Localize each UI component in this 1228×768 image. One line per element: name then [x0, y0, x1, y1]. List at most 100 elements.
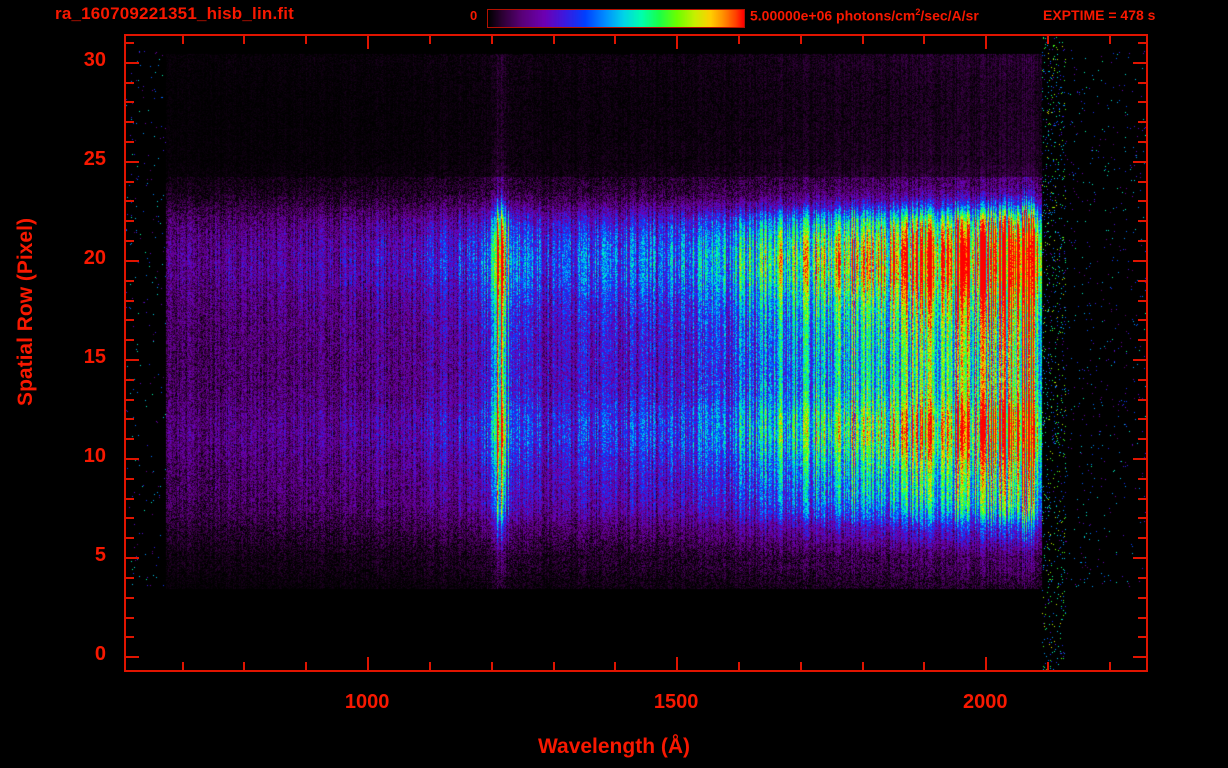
y-minor-tick-right: [1138, 300, 1146, 302]
x-major-tick: [985, 657, 987, 670]
x-major-tick: [367, 657, 369, 670]
y-major-tick-right: [1133, 656, 1146, 658]
y-minor-tick: [126, 240, 134, 242]
colorbar-max-label: 5.00000e+06 photons/cm2/sec/A/sr: [750, 7, 979, 24]
y-major-tick: [126, 458, 139, 460]
y-minor-tick-right: [1138, 438, 1146, 440]
exposure-time-label: EXPTIME = 478 s: [1043, 7, 1156, 23]
y-minor-tick-right: [1138, 181, 1146, 183]
y-tick-label: 0: [94, 643, 106, 666]
y-minor-tick: [126, 141, 134, 143]
y-minor-tick: [126, 101, 134, 103]
y-major-tick: [126, 62, 139, 64]
x-minor-tick: [923, 662, 925, 670]
y-minor-tick-right: [1138, 577, 1146, 579]
x-major-tick: [676, 657, 678, 670]
y-major-tick: [126, 260, 139, 262]
x-minor-tick-top: [923, 36, 925, 44]
y-minor-tick-right: [1138, 121, 1146, 123]
y-major-tick: [126, 656, 139, 658]
y-major-tick: [126, 161, 139, 163]
y-major-tick: [126, 557, 139, 559]
y-tick-label: 15: [83, 345, 106, 368]
x-minor-tick: [1047, 662, 1049, 670]
x-tick-label: 1000: [344, 691, 390, 713]
y-minor-tick-right: [1138, 82, 1146, 84]
x-major-tick-top: [367, 36, 369, 49]
colorbar-max-value: 5.00000e+06 photons/cm: [750, 7, 916, 24]
y-tick-label: 30: [83, 48, 106, 71]
y-minor-tick: [126, 379, 134, 381]
y-minor-tick-right: [1138, 597, 1146, 599]
y-minor-tick-right: [1138, 42, 1146, 44]
x-minor-tick-top: [553, 36, 555, 44]
y-minor-tick: [126, 438, 134, 440]
y-minor-tick: [126, 617, 134, 619]
x-minor-tick-top: [1047, 36, 1049, 44]
x-minor-tick-top: [429, 36, 431, 44]
y-minor-tick-right: [1138, 280, 1146, 282]
y-minor-tick-right: [1138, 200, 1146, 202]
colorbar-gradient: [488, 10, 744, 27]
y-minor-tick: [126, 517, 134, 519]
y-minor-tick: [126, 82, 134, 84]
y-minor-tick-right: [1138, 141, 1146, 143]
y-minor-tick: [126, 220, 134, 222]
y-major-tick: [126, 359, 139, 361]
y-minor-tick-right: [1138, 617, 1146, 619]
y-major-tick-right: [1133, 260, 1146, 262]
x-minor-tick: [862, 662, 864, 670]
x-minor-tick: [491, 662, 493, 670]
y-minor-tick-right: [1138, 319, 1146, 321]
y-minor-tick-right: [1138, 478, 1146, 480]
x-minor-tick: [614, 662, 616, 670]
x-minor-tick: [738, 662, 740, 670]
y-tick-label: 5: [94, 544, 106, 567]
y-minor-tick-right: [1138, 339, 1146, 341]
x-minor-tick-top: [800, 36, 802, 44]
y-minor-tick-right: [1138, 636, 1146, 638]
y-axis-title: Spatial Row (Pixel): [14, 218, 37, 406]
x-minor-tick-top: [491, 36, 493, 44]
x-minor-tick: [429, 662, 431, 670]
y-minor-tick: [126, 418, 134, 420]
y-minor-tick: [126, 280, 134, 282]
x-minor-tick-top: [614, 36, 616, 44]
y-minor-tick-right: [1138, 399, 1146, 401]
y-minor-tick: [126, 399, 134, 401]
x-minor-tick: [800, 662, 802, 670]
plot-frame: [124, 34, 1148, 672]
y-minor-tick: [126, 339, 134, 341]
y-tick-label: 25: [83, 147, 106, 170]
colorbar-max-exponent: 2: [915, 7, 921, 17]
x-major-tick-top: [676, 36, 678, 49]
y-minor-tick: [126, 597, 134, 599]
y-major-tick-right: [1133, 359, 1146, 361]
x-minor-tick: [553, 662, 555, 670]
y-minor-tick-right: [1138, 220, 1146, 222]
x-minor-tick: [305, 662, 307, 670]
y-major-tick-right: [1133, 161, 1146, 163]
y-minor-tick-right: [1138, 517, 1146, 519]
x-tick-label: 1500: [653, 691, 699, 713]
y-minor-tick-right: [1138, 537, 1146, 539]
colorbar-min-label: 0: [470, 8, 478, 23]
colorbar: [487, 9, 745, 28]
y-minor-tick-right: [1138, 101, 1146, 103]
y-tick-label: 20: [83, 246, 106, 269]
y-minor-tick: [126, 498, 134, 500]
y-minor-tick: [126, 42, 134, 44]
y-minor-tick: [126, 319, 134, 321]
x-minor-tick-top: [738, 36, 740, 44]
x-tick-label: 2000: [963, 691, 1008, 713]
x-minor-tick-top: [862, 36, 864, 44]
y-tick-label: 10: [83, 445, 106, 467]
x-minor-tick-top: [1109, 36, 1111, 44]
spectrogram-image: [126, 36, 1146, 670]
y-minor-tick: [126, 181, 134, 183]
y-minor-tick-right: [1138, 240, 1146, 242]
y-minor-tick-right: [1138, 418, 1146, 420]
page-title: ra_160709221351_hisb_lin.fit: [55, 4, 295, 23]
y-minor-tick: [126, 478, 134, 480]
